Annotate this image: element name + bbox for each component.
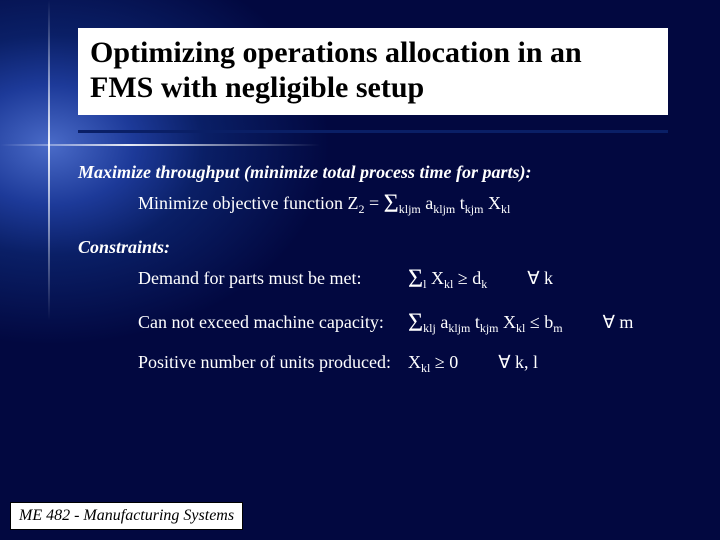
lens-flare-vertical <box>48 0 50 320</box>
constraint-demand: Demand for parts must be met: Σl Xkl ≥ d… <box>138 264 698 294</box>
title-underline <box>78 130 668 133</box>
title-line2: FMS with negligible setup <box>90 71 424 104</box>
slide-footer: ME 482 - Manufacturing Systems <box>10 502 243 530</box>
constraint-positive: Positive number of units produced: Xkl ≥… <box>138 352 698 376</box>
constraint-capacity: Can not exceed machine capacity: Σklj ak… <box>138 308 698 338</box>
section-constraints-heading: Constraints: <box>78 237 698 258</box>
slide-body: Maximize throughput (minimize total proc… <box>78 162 698 390</box>
objective-function-line: Minimize objective function Z2 = Σkljm a… <box>138 189 698 219</box>
title-line1: Optimizing operations allocation in an <box>90 36 582 69</box>
section-maximize-heading: Maximize throughput (minimize total proc… <box>78 162 698 183</box>
slide-title: Optimizing operations allocation in an F… <box>78 28 668 115</box>
